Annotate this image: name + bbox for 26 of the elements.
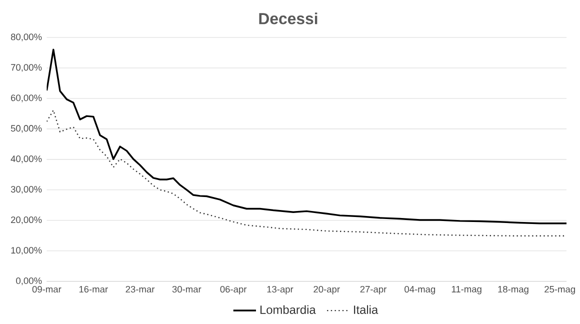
line-series [46, 48, 567, 224]
y-tick-label: 30,00% [10, 186, 42, 194]
line-series [46, 110, 567, 236]
legend-label: Lombardia [260, 305, 316, 314]
legend-label: Italia [354, 305, 378, 314]
y-tick-label: 40,00% [10, 156, 42, 164]
x-tick-label: 18-mag [498, 286, 528, 294]
y-tick-label: 80,00% [10, 34, 42, 42]
y-tick-label: 10,00% [11, 246, 42, 255]
y-tick-label: 0,00% [16, 277, 42, 286]
y-tick-label: 60,00% [11, 94, 42, 102]
x-tick-label: 06-apr [220, 286, 247, 294]
x-tick-label: 20-apr [314, 286, 340, 294]
x-tick-label: 13-apr [267, 286, 294, 294]
y-tick-label: 50,00% [10, 125, 42, 133]
y-tick-label: 70,00% [11, 64, 42, 72]
x-tick-label: 11-mag [452, 286, 482, 294]
y-tick-label: 20,00% [11, 216, 42, 224]
chart-title: Decessi [259, 12, 318, 24]
x-tick-label: 23-mar [126, 286, 155, 293]
x-tick-label: 27-apr [360, 286, 387, 294]
x-tick-label: 16-mar [79, 286, 108, 293]
x-tick-label: 09-mar [32, 286, 62, 293]
x-tick-label: 04-mag [404, 286, 436, 294]
x-tick-label: 25-mag [544, 286, 575, 294]
x-tick-label: 30-mar [172, 286, 202, 293]
